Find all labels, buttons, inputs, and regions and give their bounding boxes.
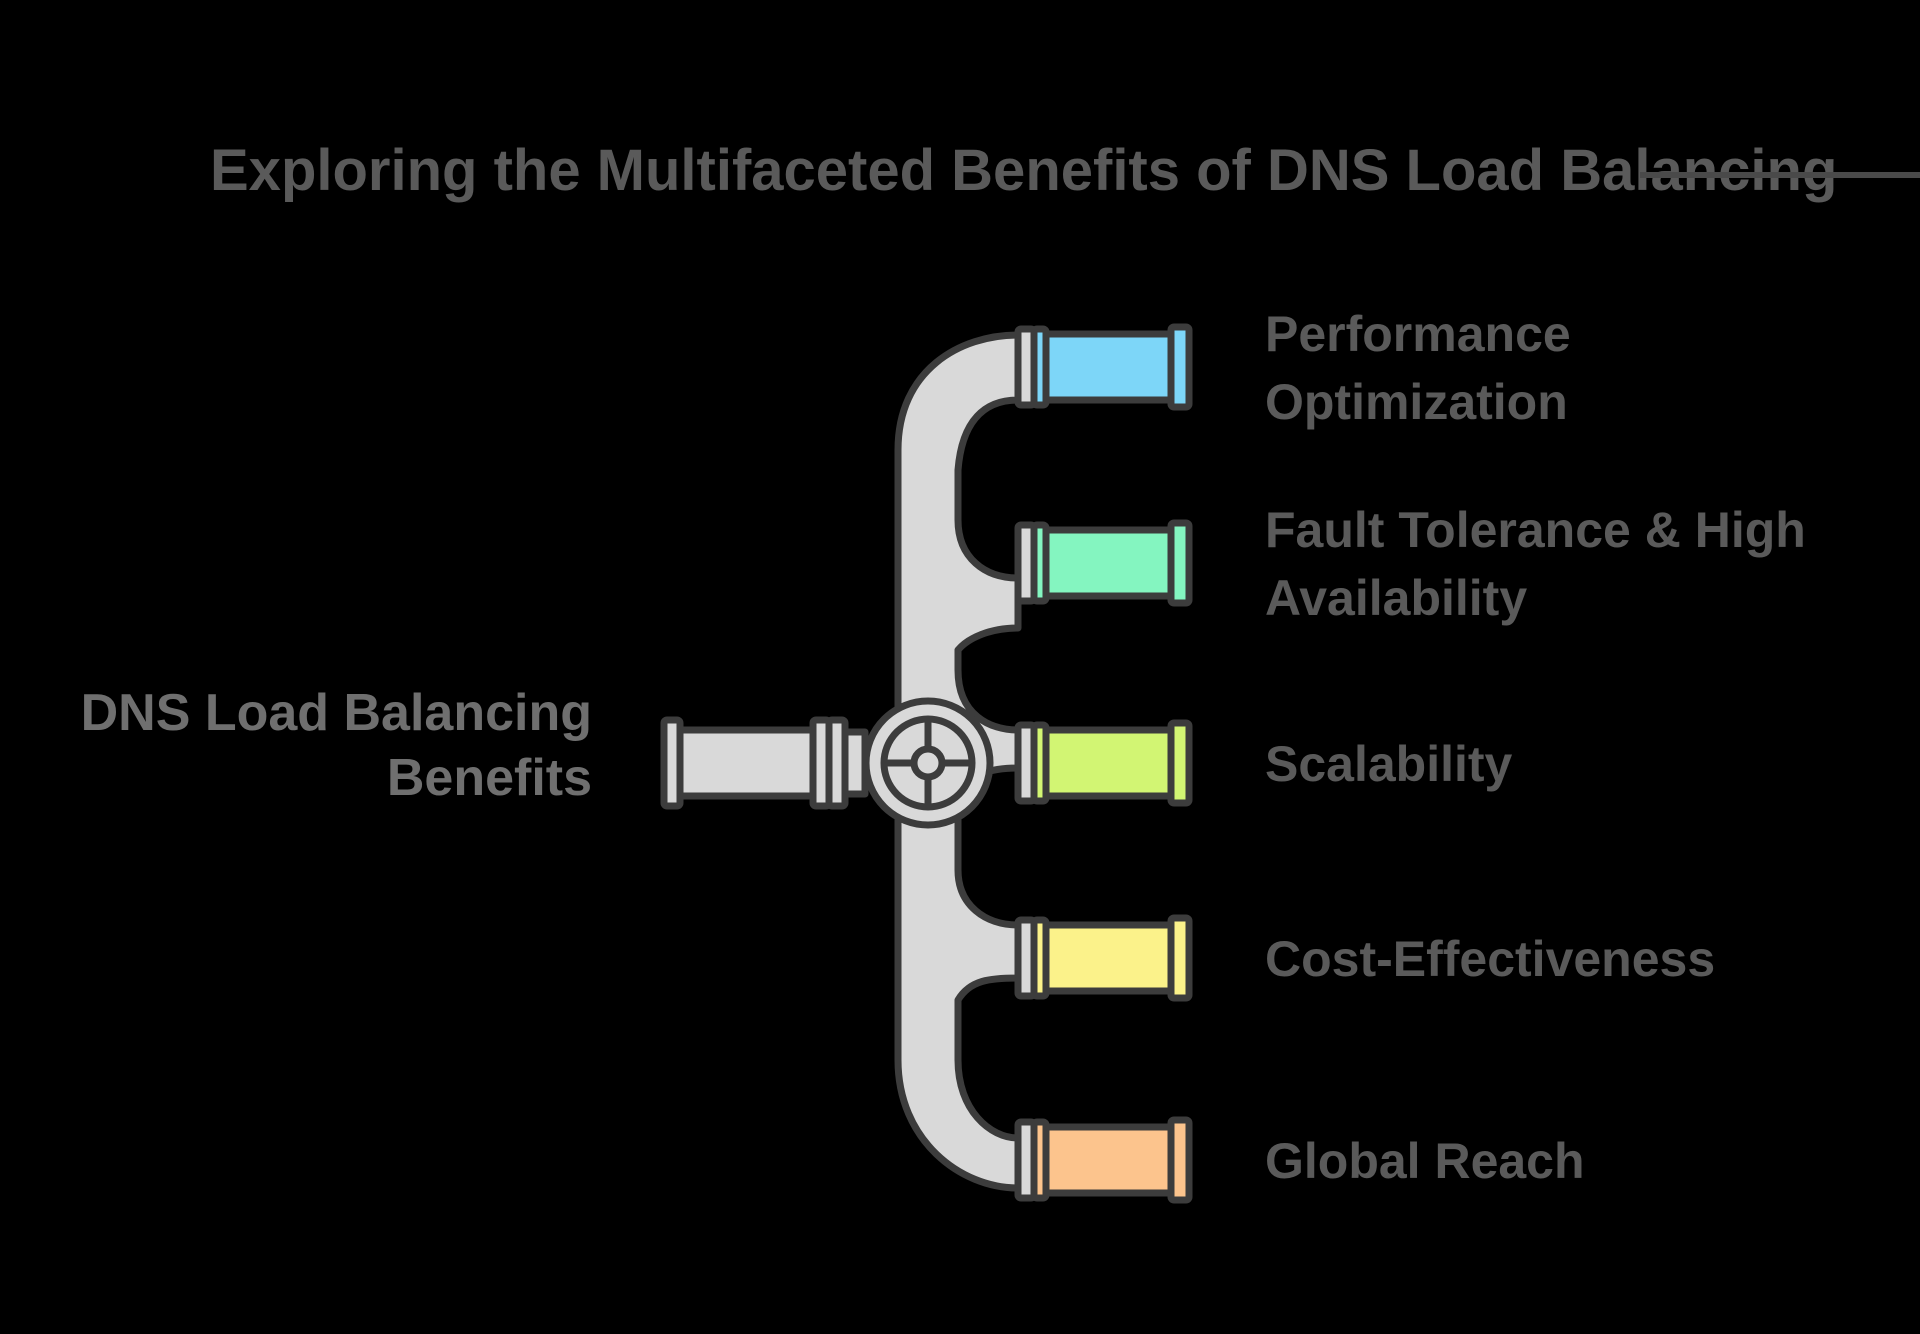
branch-pipe-1 xyxy=(1014,323,1193,411)
branch-label-4-line-1: Cost-Effectiveness xyxy=(1265,931,1715,987)
branch-label-1-line-2: Optimization xyxy=(1265,374,1568,430)
inlet-end-flange xyxy=(660,716,684,810)
branch-end-flange xyxy=(1167,1116,1193,1204)
branch-label-5-line-1: Global Reach xyxy=(1265,1133,1585,1189)
pipe-network xyxy=(660,323,1193,1204)
branch-end-flange xyxy=(1167,519,1193,607)
branch-pipe-body xyxy=(1042,1123,1175,1197)
source-label: DNS Load Balancing Benefits xyxy=(81,684,592,807)
branch-pipe-4 xyxy=(1014,914,1193,1002)
branch-label-1-line-1: Performance xyxy=(1265,306,1571,362)
branch-end-flange xyxy=(1167,719,1193,807)
title-underline xyxy=(1640,172,1920,178)
branch-pipe-body xyxy=(1042,526,1175,600)
branch-label-3-line-1: Scalability xyxy=(1265,736,1513,792)
source-label-line-2: Benefits xyxy=(387,749,592,807)
diagram-title: Exploring the Multifaceted Benefits of D… xyxy=(210,138,1837,203)
branch-pipe-body xyxy=(1042,726,1175,800)
branch-pipe-body xyxy=(1042,330,1175,404)
branch-end-flange xyxy=(1167,323,1193,411)
branch-label-2-line-2: Availability xyxy=(1265,570,1527,626)
branch-labels: Performance Optimization Fault Tolerance &… xyxy=(1265,306,1806,1189)
branch-pipe-5 xyxy=(1014,1116,1193,1204)
inlet-pipe xyxy=(676,726,819,800)
branch-pipe-3 xyxy=(1014,719,1193,807)
branch-pipe-body xyxy=(1042,921,1175,995)
branch-pipes xyxy=(1014,323,1193,1204)
source-label-line-1: DNS Load Balancing xyxy=(81,684,592,742)
branch-pipe-2 xyxy=(1014,519,1193,607)
branch-end-flange xyxy=(1167,914,1193,1002)
valve-wheel-icon xyxy=(862,697,994,829)
branch-label-2-line-1: Fault Tolerance & High xyxy=(1265,502,1806,558)
inlet-coupling xyxy=(841,728,869,798)
